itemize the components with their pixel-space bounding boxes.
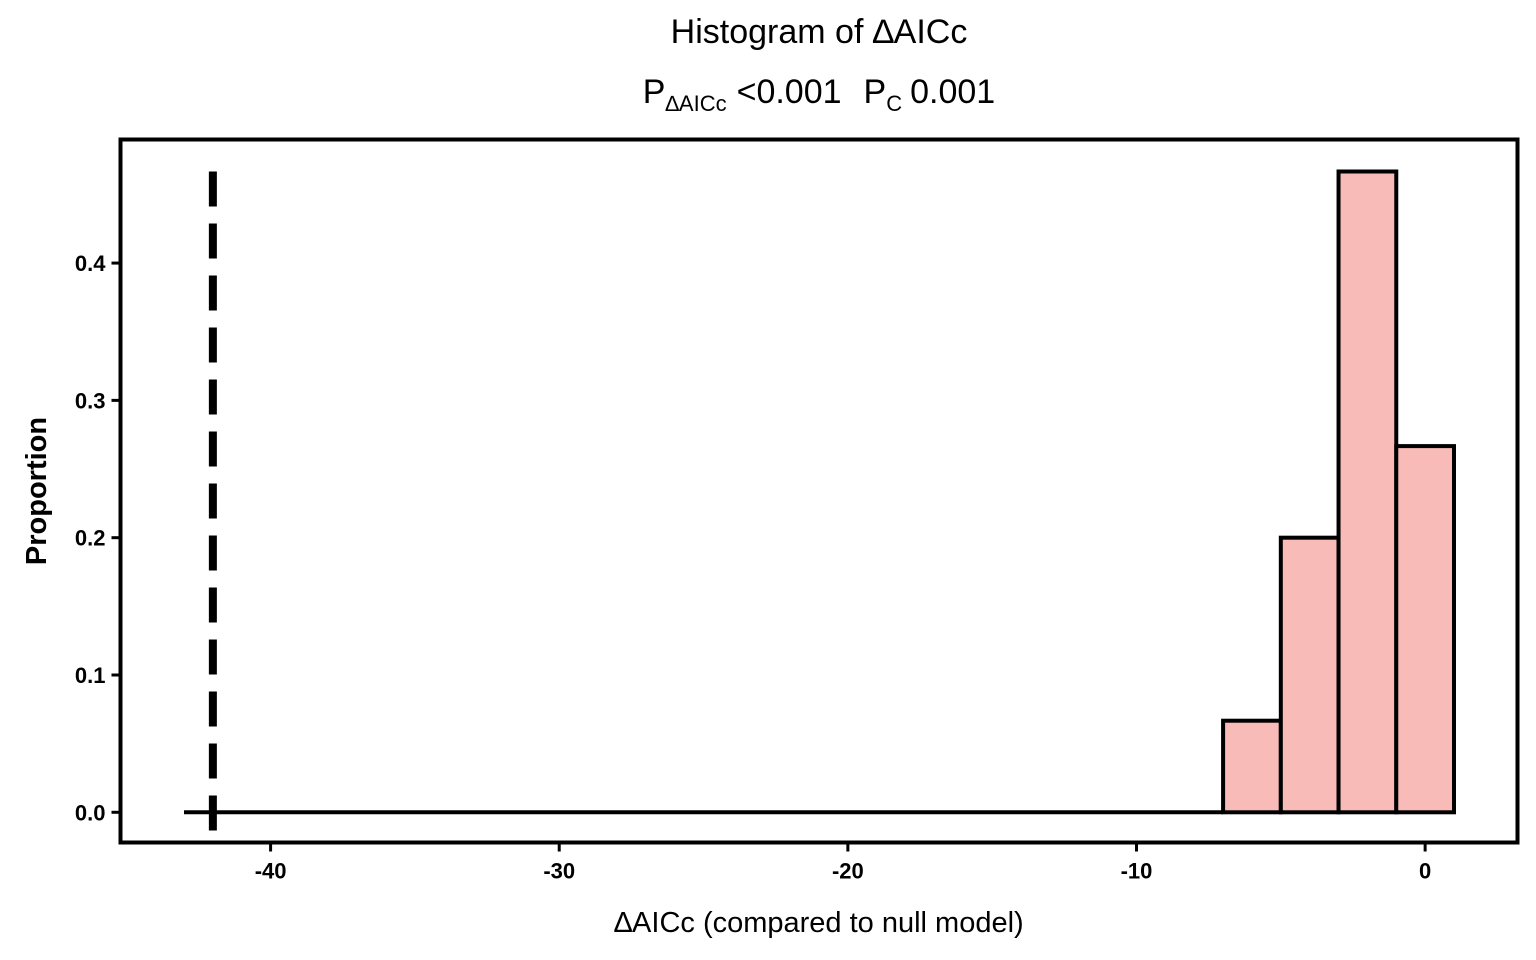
histogram-bar bbox=[1221, 718, 1283, 815]
p-c-value: 0.001 bbox=[910, 73, 995, 111]
x-tick-label: -10 bbox=[1121, 859, 1153, 884]
p-delta-aicc-subscript: ∆AICc bbox=[665, 91, 726, 116]
histogram-bar bbox=[1394, 444, 1456, 815]
p-delta-aicc-label: P bbox=[643, 73, 666, 111]
histogram-bar bbox=[1336, 169, 1399, 815]
y-axis-ticks: 0.0 0.1 0.2 0.3 0.4 bbox=[75, 251, 121, 825]
x-tick-label: -20 bbox=[832, 859, 864, 884]
p-delta-aicc-value: <0.001 bbox=[737, 73, 842, 111]
y-tick-label: 0.3 bbox=[75, 388, 106, 413]
y-tick-label: 0.0 bbox=[75, 800, 106, 825]
chart-title: Histogram of ∆AICc bbox=[671, 13, 968, 51]
y-tick-label: 0.4 bbox=[75, 251, 106, 276]
p-c-label: P bbox=[864, 73, 887, 111]
x-tick-label: -30 bbox=[543, 859, 575, 884]
x-tick-label: 0 bbox=[1419, 859, 1431, 884]
chart-subtitle: P∆AICc <0.001 PC 0.001 bbox=[643, 73, 995, 116]
histogram-bar bbox=[1278, 535, 1341, 815]
x-axis-title: ∆AICc (compared to null model) bbox=[614, 907, 1023, 939]
x-tick-label: -40 bbox=[255, 859, 287, 884]
y-axis-title: Proportion bbox=[21, 417, 53, 565]
plot-panel-border bbox=[118, 137, 1520, 845]
p-c-subscript: C bbox=[886, 91, 902, 116]
x-axis-ticks: -40 -30 -20 -10 0 bbox=[255, 842, 1431, 884]
y-tick-label: 0.2 bbox=[75, 526, 106, 551]
y-tick-label: 0.1 bbox=[75, 663, 106, 688]
histogram-bars bbox=[184, 169, 1456, 815]
